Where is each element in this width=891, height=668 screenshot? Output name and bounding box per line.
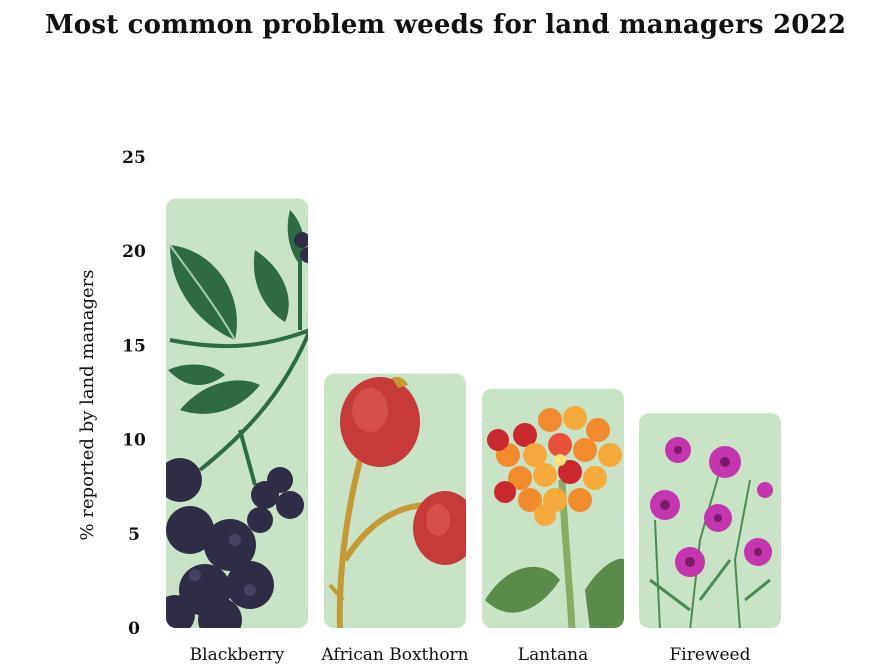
x-category-label: African Boxthorn bbox=[320, 645, 468, 665]
x-category-label: Fireweed bbox=[670, 645, 751, 665]
bar-african-boxthorn bbox=[324, 373, 466, 628]
chart-title: Most common problem weeds for land manag… bbox=[44, 10, 847, 40]
y-tick-label: 0 bbox=[128, 619, 140, 639]
lantana-illustration bbox=[485, 406, 624, 628]
y-tick-label: 25 bbox=[122, 148, 146, 168]
bar-lantana bbox=[482, 388, 624, 628]
x-category-label: Lantana bbox=[518, 645, 588, 665]
y-tick-label: 5 bbox=[128, 525, 140, 545]
x-category-label: Blackberry bbox=[190, 645, 285, 665]
y-axis-title: % reported by land managers bbox=[77, 269, 98, 540]
boxthorn-illustration bbox=[328, 376, 466, 628]
bar-blackberry bbox=[166, 198, 308, 628]
x-axis-labels: Blackberry African Boxthorn Lantana Firewee… bbox=[190, 645, 751, 665]
y-tick-label: 20 bbox=[122, 242, 146, 262]
y-axis-ticks: 0 5 10 15 20 25 bbox=[122, 148, 146, 639]
y-tick-label: 15 bbox=[122, 336, 146, 356]
blackberry-illustration bbox=[166, 210, 308, 628]
y-tick-label: 10 bbox=[122, 431, 146, 451]
fireweed-illustration bbox=[649, 437, 773, 628]
bar-fireweed bbox=[639, 413, 781, 628]
